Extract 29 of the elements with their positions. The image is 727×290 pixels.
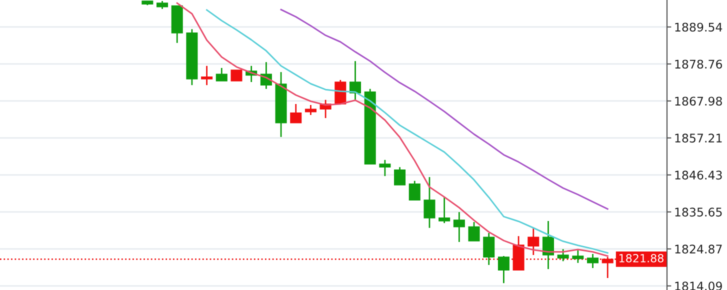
candlestick [394,166,406,186]
candlestick [379,159,391,177]
y-tick-label: 1867.98 [675,96,722,106]
candlestick [216,67,228,82]
y-tick-label: 1857.21 [675,134,722,143]
candlestick [587,253,599,269]
candlestick [201,65,213,86]
candlestick [408,180,420,201]
y-tick-label: 1878.76 [675,60,722,69]
ref-line-label: 1821.88 [619,254,664,262]
candlestick [572,249,584,264]
y-tick-label: 1846.43 [675,170,722,180]
candlestick [230,70,242,82]
candlestick [438,196,450,224]
line-series [280,8,608,210]
y-tick-label: 1889.54 [675,22,722,32]
candlestick [483,232,495,266]
candlestick [468,221,480,242]
candlestick [542,220,554,270]
candlestick [304,104,316,116]
candlestick [290,103,302,124]
candlestick [424,176,436,229]
candlestick [453,211,465,243]
candlestick [349,60,362,101]
candlestick [498,255,510,284]
candlestick [528,227,540,256]
y-tick-label: 1824.87 [675,244,722,254]
y-tick-label: 1835.65 [675,208,722,217]
candlestick [557,248,569,262]
